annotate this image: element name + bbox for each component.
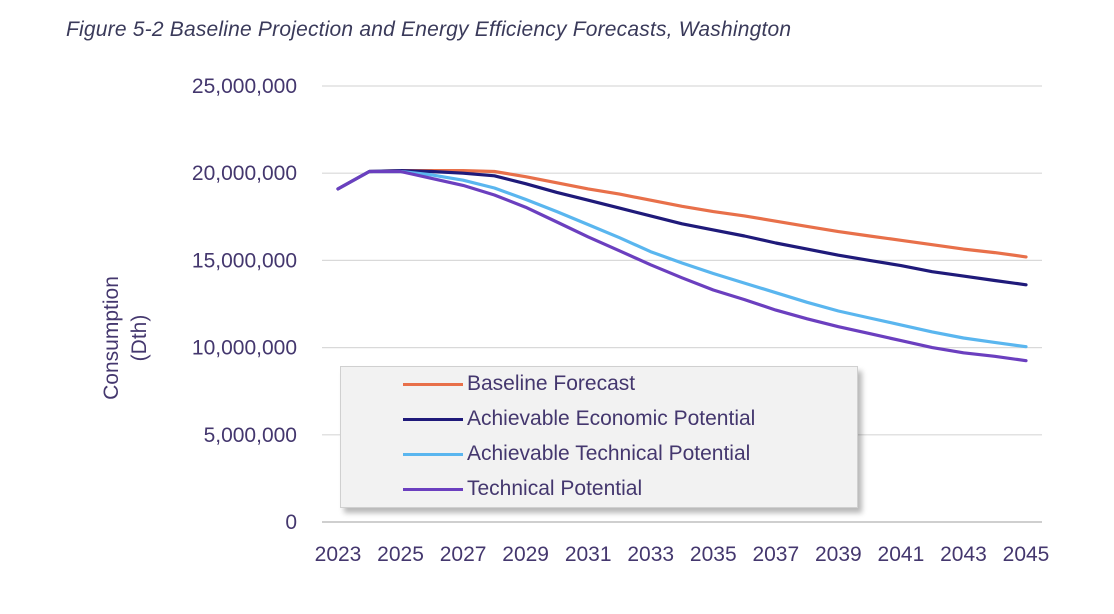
x-tick-label: 2041 <box>878 543 925 566</box>
x-tick-label: 2027 <box>440 543 487 566</box>
legend-item-technical: Technical Potential <box>403 472 642 506</box>
x-tick-label: 2039 <box>815 543 862 566</box>
x-tick-label: 2031 <box>565 543 612 566</box>
series-line-technical-potential <box>336 169 1028 363</box>
legend-swatch-baseline <box>403 382 463 386</box>
x-tick-label: 2033 <box>627 543 674 566</box>
y-axis-label-line1: Consumption <box>100 276 123 400</box>
legend-swatch-technical <box>403 487 463 491</box>
x-tick-label: 2045 <box>1003 543 1050 566</box>
x-tick-label: 2035 <box>690 543 737 566</box>
series-lines <box>336 169 1028 363</box>
y-axis-ticks: 0 5,000,000 10,000,000 15,000,000 20,000,000… <box>192 75 297 534</box>
x-axis-ticks: 2023 2025 2027 2029 2031 2033 2035 2037 2039 2041… <box>315 543 1050 566</box>
legend-swatch-achievable-economic <box>403 417 463 421</box>
legend-label-baseline: Baseline Forecast <box>467 372 636 395</box>
series-line-achievable-technical-potential <box>336 169 1028 349</box>
y-tick-label: 10,000,000 <box>192 337 297 360</box>
x-tick-label: 2037 <box>752 543 799 566</box>
y-tick-label: 0 <box>285 511 297 534</box>
figure-caption: Figure 5-2 Baseline Projection and Energ… <box>66 18 792 41</box>
legend-swatch-achievable-technical <box>403 452 463 456</box>
x-tick-label: 2043 <box>940 543 987 566</box>
x-tick-label: 2029 <box>502 543 549 566</box>
legend-label-achievable-economic: Achievable Economic Potential <box>467 407 756 430</box>
legend-item-achievable-technical: Achievable Technical Potential <box>403 437 750 471</box>
y-tick-label: 25,000,000 <box>192 75 297 98</box>
x-tick-label: 2025 <box>377 543 424 566</box>
x-tick-label: 2023 <box>315 543 362 566</box>
chart-legend: Baseline Forecast Achievable Economic Po… <box>340 366 858 508</box>
legend-label-technical: Technical Potential <box>467 477 643 500</box>
y-tick-label: 5,000,000 <box>204 424 297 447</box>
legend-item-achievable-economic: Achievable Economic Potential <box>403 402 755 436</box>
legend-item-baseline: Baseline Forecast <box>403 367 635 401</box>
y-tick-label: 15,000,000 <box>192 249 297 272</box>
y-axis-label-line2: (Dth) <box>128 315 151 362</box>
legend-label-achievable-technical: Achievable Technical Potential <box>467 442 751 465</box>
series-line-achievable-economic-potential <box>336 169 1028 287</box>
series-line-baseline-forecast <box>336 169 1028 259</box>
y-tick-label: 20,000,000 <box>192 162 297 185</box>
